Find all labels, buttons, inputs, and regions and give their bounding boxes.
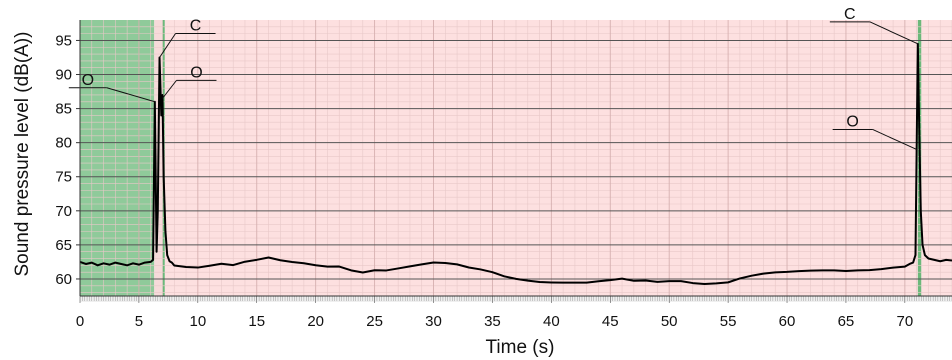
series-layer	[79, 42, 952, 286]
major-gridlines	[79, 20, 952, 296]
x-tick-label: 20	[307, 313, 324, 330]
y-tick-label: 80	[55, 135, 72, 152]
annotations: O C O C O	[68, 6, 919, 150]
x-tick-label: 10	[189, 313, 206, 330]
tick-labels: 0 5 10 15 20 25 30 35 40 45 50 55 60 65 70 60 65 70 75 80 85…	[55, 20, 913, 330]
y-tick-label: 75	[55, 169, 72, 186]
annotation-leader	[159, 33, 176, 58]
annotation-label: C	[844, 6, 856, 23]
x-tick-label: 70	[897, 313, 914, 330]
x-tick-label: 5	[135, 313, 143, 330]
y-tick-label: 70	[55, 203, 72, 220]
y-tick-label: 90	[55, 67, 72, 84]
y-tick-label: 65	[55, 237, 72, 254]
x-tick-label: 30	[425, 313, 442, 330]
x-tick-label: 25	[366, 313, 383, 330]
y-tick-label: 60	[55, 271, 72, 288]
background-regions	[80, 20, 952, 296]
x-tick-label: 35	[484, 313, 501, 330]
y-axis-title: Sound pressure level (dB(A))	[12, 32, 33, 277]
background-region-0	[80, 20, 155, 296]
annotation-leader	[869, 21, 919, 45]
annotation-label: O	[82, 72, 94, 89]
x-tick-label: 50	[661, 313, 678, 330]
x-axis-title: Time (s)	[486, 337, 555, 358]
background-region-5	[921, 20, 952, 296]
background-region-3	[164, 20, 918, 296]
x-tick-label: 45	[602, 313, 619, 330]
y-tick-label: 95	[55, 32, 72, 49]
x-tick-label: 15	[248, 313, 265, 330]
minor-gridlines	[80, 20, 952, 296]
annotation-leader	[162, 80, 177, 99]
x-tick-label: 60	[779, 313, 796, 330]
y-tick-label: 85	[55, 101, 72, 118]
x-axis-ticks	[79, 295, 952, 303]
x-tick-label: 0	[76, 313, 84, 330]
x-tick-label: 55	[720, 313, 737, 330]
annotation-label: O	[190, 64, 202, 81]
x-tick-label: 65	[838, 313, 855, 330]
x-tick-label: 40	[543, 313, 560, 330]
annotation-leader	[106, 87, 155, 103]
annotation-label: C	[190, 17, 202, 34]
annotation-label: O	[846, 113, 858, 130]
series-line-0	[79, 42, 952, 286]
annotation-leader	[872, 129, 917, 150]
